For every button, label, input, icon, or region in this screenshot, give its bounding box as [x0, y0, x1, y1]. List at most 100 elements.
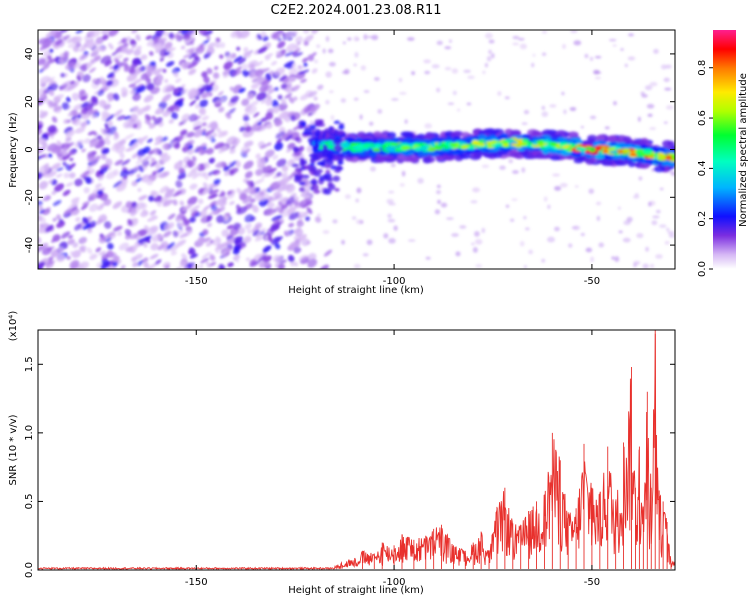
heatmap-noise-blob	[130, 89, 135, 95]
heatmap-faint-blob	[353, 35, 360, 42]
heatmap-noise-blob	[50, 238, 57, 243]
heatmap-noise-blob	[145, 77, 152, 84]
heatmap-noise-blob	[189, 216, 196, 223]
heatmap-signal-blob	[549, 155, 561, 161]
heatmap-noise-blob	[38, 58, 46, 66]
heatmap-faint-blob	[665, 105, 674, 110]
heatmap-faint-blob	[425, 256, 431, 260]
heatmap-noise-blob	[300, 189, 310, 197]
heatmap-noise-blob	[99, 76, 105, 82]
heatmap-faint-blob	[393, 225, 398, 231]
heatmap-signal-blob	[522, 134, 531, 139]
heatmap-noise-blob	[261, 173, 269, 179]
heatmap-noise-blob	[186, 131, 195, 138]
heatmap-signal-blob	[652, 147, 660, 154]
heatmap-noise-blob	[288, 212, 299, 221]
heatmap-noise-blob	[173, 87, 179, 94]
heatmap-noise-blob	[301, 238, 310, 247]
heatmap-transition-blob	[325, 178, 333, 182]
heatmap-signal-blob	[535, 152, 546, 159]
heatmap-noise-blob	[100, 128, 106, 136]
snr-series-line	[38, 333, 675, 570]
heatmap-faint-blob	[590, 256, 595, 263]
heatmap-noise-blob	[294, 228, 304, 237]
heatmap-faint-blob	[467, 75, 475, 80]
heatmap-noise-blob	[260, 117, 269, 122]
heatmap-noise-blob	[224, 170, 230, 177]
heatmap-noise-blob	[226, 237, 237, 245]
heatmap-signal-blob	[549, 141, 558, 147]
heatmap-faint-blob	[569, 107, 577, 112]
heatmap-noise-blob	[293, 261, 299, 267]
heatmap-faint-blob	[554, 226, 560, 232]
heatmap-faint-blob	[519, 43, 527, 50]
heatmap-noise-blob	[206, 129, 215, 135]
heatmap-noise-blob	[203, 75, 210, 84]
heatmap-faint-blob	[627, 56, 636, 61]
heatmap-signal-blob	[594, 153, 605, 160]
heatmap-faint-blob	[649, 263, 655, 269]
heatmap-noise-blob	[277, 94, 283, 100]
heatmap-noise-blob	[289, 240, 301, 249]
heatmap-noise-blob	[88, 193, 97, 201]
heatmap-faint-blob	[523, 215, 527, 220]
heatmap-noise-blob	[277, 41, 286, 49]
heatmap-noise-blob	[166, 61, 175, 67]
heatmap-noise-blob	[203, 188, 211, 195]
heatmap-noise-blob	[122, 120, 134, 129]
heatmap-noise-blob	[85, 40, 95, 49]
heatmap-signal-blob	[622, 148, 631, 153]
heatmap-noise-blob	[265, 123, 273, 129]
heatmap-noise-blob	[288, 96, 295, 104]
heatmap-noise-blob	[82, 223, 91, 230]
heatmap-noise-blob	[78, 89, 86, 96]
heatmap-noise-blob	[243, 115, 250, 122]
heatmap-noise-blob	[42, 171, 49, 178]
heatmap-noise-blob	[205, 241, 213, 247]
heatmap-noise-blob	[179, 232, 189, 239]
heatmap-faint-blob	[363, 90, 370, 94]
heatmap-noise-blob	[132, 57, 141, 66]
heatmap-signal-blob	[401, 145, 411, 151]
heatmap-faint-blob	[594, 55, 602, 59]
heatmap-noise-blob	[135, 177, 143, 183]
heatmap-noise-blob	[311, 68, 318, 74]
heatmap-faint-blob	[446, 217, 454, 220]
heatmap-transition-blob	[325, 159, 334, 166]
heatmap-noise-blob	[243, 50, 252, 59]
heatmap-noise-blob	[179, 260, 187, 267]
heatmap-noise-blob	[257, 46, 268, 54]
heatmap-noise-blob	[287, 142, 296, 150]
heatmap-noise-blob	[70, 197, 80, 203]
heatmap-signal-blob	[388, 145, 398, 149]
heatmap-faint-blob	[580, 232, 585, 237]
heatmap-noise-blob	[74, 127, 86, 134]
heatmap-noise-blob	[257, 254, 267, 263]
heatmap-noise-blob	[177, 222, 185, 228]
heatmap-transition-blob	[313, 171, 321, 177]
heatmap-faint-blob	[659, 224, 667, 228]
heatmap-noise-blob	[167, 213, 176, 220]
heatmap-noise-blob	[48, 89, 55, 97]
heatmap-noise-blob	[285, 148, 292, 153]
heatmap-noise-blob	[288, 222, 295, 228]
heatmap-noise-blob	[214, 243, 224, 251]
colorbar-tick-label: 0.4	[697, 160, 708, 176]
heatmap-noise-blob	[273, 34, 280, 40]
heatmap-faint-blob	[362, 253, 369, 257]
heatmap-noise-blob	[63, 34, 71, 41]
heatmap-faint-blob	[523, 265, 527, 269]
heatmap-noise-blob	[123, 57, 129, 62]
heatmap-faint-blob	[632, 195, 640, 199]
snr-xtick-label: -50	[584, 577, 600, 588]
heatmap-noise-blob	[38, 227, 45, 234]
heatmap-noise-blob	[74, 223, 82, 231]
heatmap-faint-blob	[611, 256, 615, 260]
heatmap-noise-blob	[88, 220, 97, 228]
spectrogram-xtick-label: -100	[383, 276, 406, 287]
heatmap-transition-blob	[316, 152, 323, 157]
heatmap-noise-blob	[292, 96, 298, 102]
heatmap-noise-blob	[137, 187, 142, 192]
heatmap-noise-blob	[174, 104, 180, 112]
heatmap-transition-blob	[309, 124, 317, 128]
